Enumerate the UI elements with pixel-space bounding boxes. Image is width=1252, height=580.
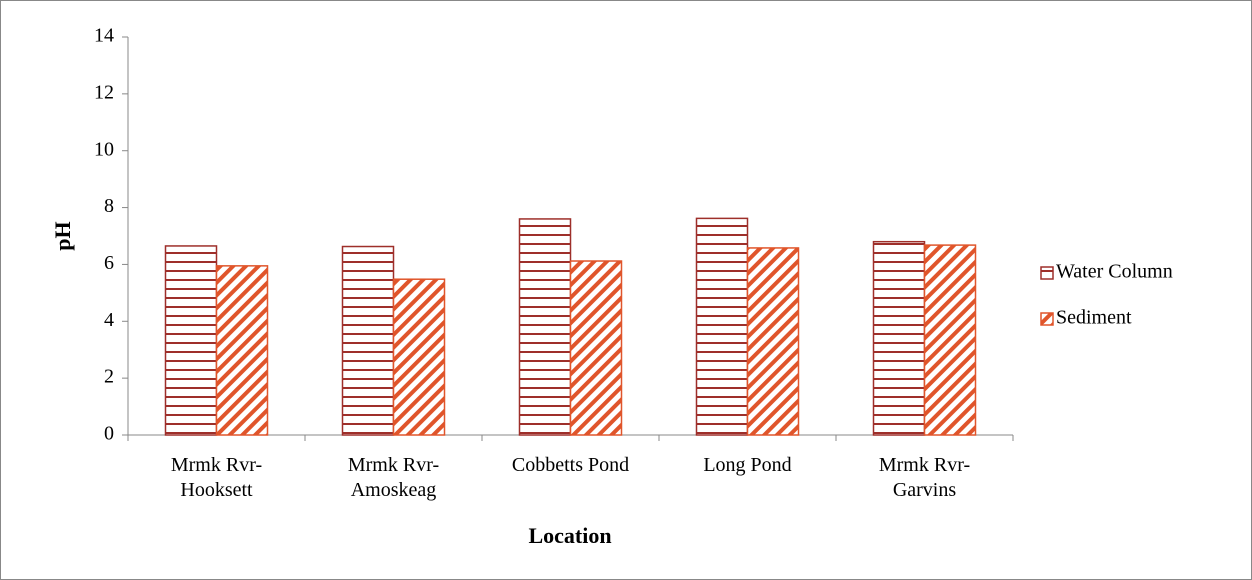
bar: [392, 278, 446, 436]
legend-swatch: [1040, 266, 1054, 280]
legend-swatch: [1040, 312, 1054, 326]
bar: [215, 265, 269, 436]
y-tick-label: 0: [104, 423, 114, 445]
bar: [341, 245, 395, 436]
bar: [872, 240, 926, 436]
x-tick-label: Mrmk Rvr-Hooksett: [170, 454, 263, 501]
y-tick-label: 12: [94, 81, 114, 103]
x-tick-label: Mrmk Rvr-Garvins: [878, 454, 971, 501]
bar: [569, 260, 623, 436]
bar: [164, 245, 218, 436]
bar: [518, 218, 572, 436]
legend-label: Water Column: [1056, 261, 1173, 283]
bar: [746, 247, 800, 436]
y-tick-label: 2: [104, 366, 114, 388]
y-tick-label: 4: [104, 309, 114, 331]
x-axis-title: Location: [528, 523, 611, 548]
x-tick-label: Long Pond: [703, 454, 792, 476]
y-tick-label: 8: [104, 195, 114, 217]
bar: [923, 244, 977, 436]
bar: [695, 217, 749, 436]
x-tick-label: Mrmk Rvr-Amoskeag: [347, 454, 440, 501]
legend-label: Sediment: [1056, 307, 1132, 329]
y-tick-label: 14: [94, 25, 114, 47]
x-tick-label: Cobbetts Pond: [511, 454, 630, 476]
y-tick-label: 10: [94, 138, 114, 160]
y-tick-label: 6: [104, 252, 114, 274]
y-axis-title: pH: [50, 221, 75, 250]
